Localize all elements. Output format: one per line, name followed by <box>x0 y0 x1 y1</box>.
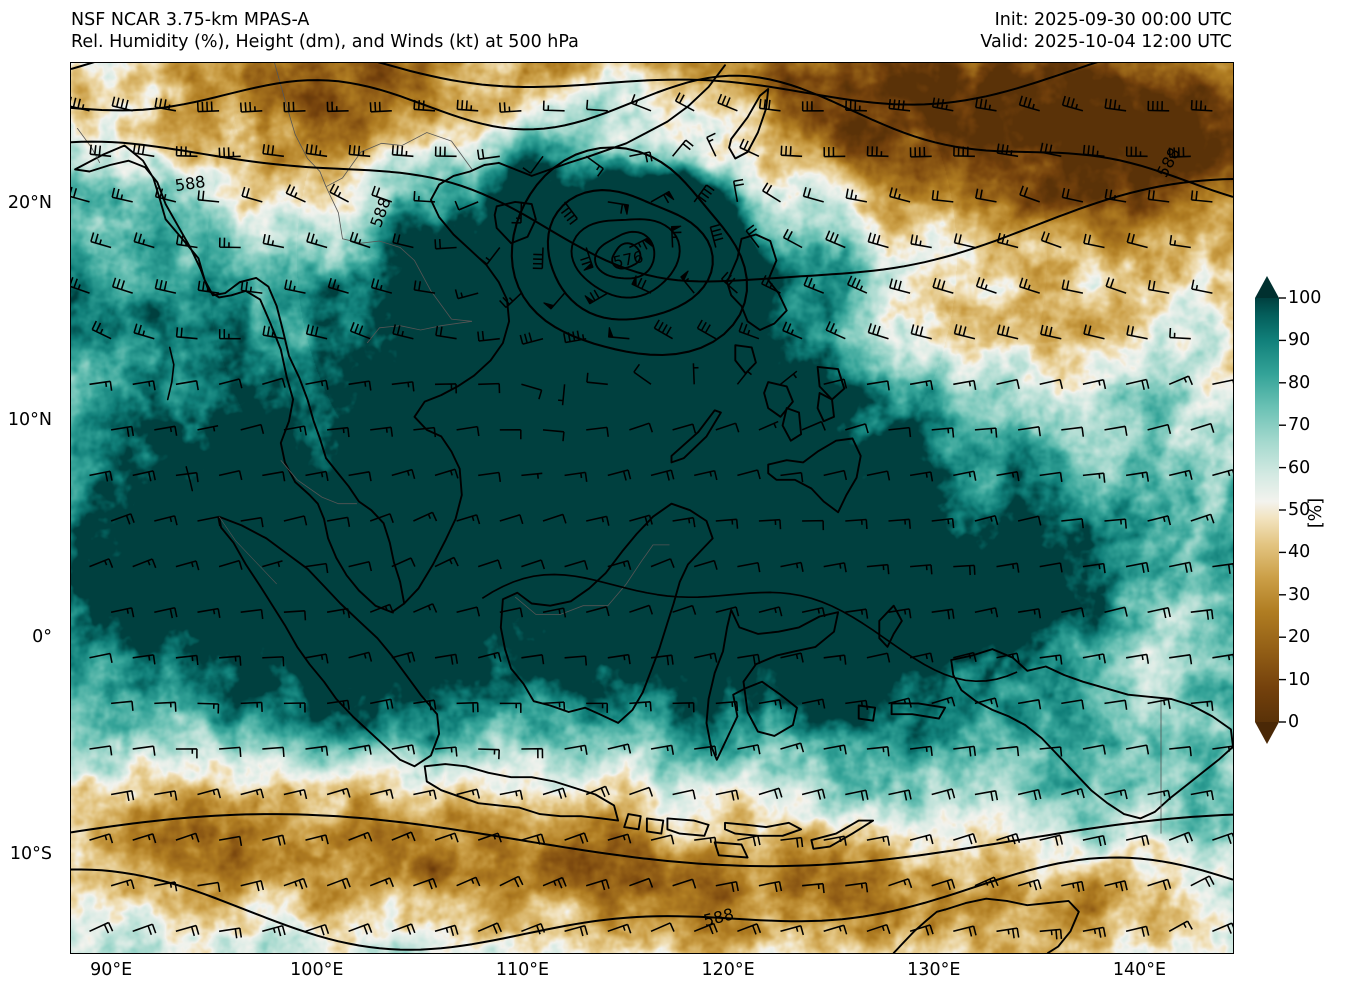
longitude-tick-label: 140°E <box>1112 960 1167 980</box>
colorbar-tick-label: 30 <box>1288 584 1311 605</box>
header-right-block: Init: 2025-09-30 00:00 UTC Valid: 2025-1… <box>980 9 1232 53</box>
latitude-tick-label: 10°S <box>9 844 52 865</box>
colorbar-tick-label: 50 <box>1288 500 1311 520</box>
header-left-block: NSF NCAR 3.75-km MPAS-A Rel. Humidity (%… <box>71 9 579 53</box>
colorbar-tick-label: 60 <box>1288 457 1311 478</box>
colorbar-tick-label: 90 <box>1288 330 1311 351</box>
longitude-tick-label: 130°E <box>907 960 961 980</box>
colorbar-tick-label: 10 <box>1288 669 1311 690</box>
colorbar-tick-label: 70 <box>1288 415 1311 436</box>
field-description: Rel. Humidity (%), Height (dm), and Wind… <box>71 32 579 52</box>
colorbar <box>1255 276 1286 744</box>
relative-humidity-field <box>71 63 1233 953</box>
colorbar-tick-label: 100 <box>1288 288 1322 308</box>
figure-header: NSF NCAR 3.75-km MPAS-A Rel. Humidity (%… <box>0 0 1361 56</box>
longitude-tick-label: 100°E <box>290 960 344 980</box>
latitude-tick-label: 20°N <box>7 193 52 214</box>
map-panel[interactable]: 588 588 588 576 588 <box>70 62 1234 954</box>
colorbar-unit-label: [%] <box>1306 497 1326 529</box>
init-time: Init: 2025-09-30 00:00 UTC <box>994 10 1232 30</box>
colorbar-tick-label: 20 <box>1288 627 1311 648</box>
colorbar-tick-label: 40 <box>1288 542 1311 563</box>
valid-time: Valid: 2025-10-04 12:00 UTC <box>980 32 1232 52</box>
latitude-tick-label: 0° <box>32 627 52 648</box>
longitude-tick-label: 110°E <box>495 960 550 980</box>
colorbar-tick-label: 80 <box>1288 372 1311 393</box>
model-name: NSF NCAR 3.75-km MPAS-A <box>71 10 310 30</box>
colorbar-tick-label: 0 <box>1288 712 1300 732</box>
latitude-tick-label: 10°N <box>7 410 52 431</box>
longitude-tick-label: 90°E <box>90 960 133 980</box>
longitude-tick-label: 120°E <box>701 960 755 980</box>
